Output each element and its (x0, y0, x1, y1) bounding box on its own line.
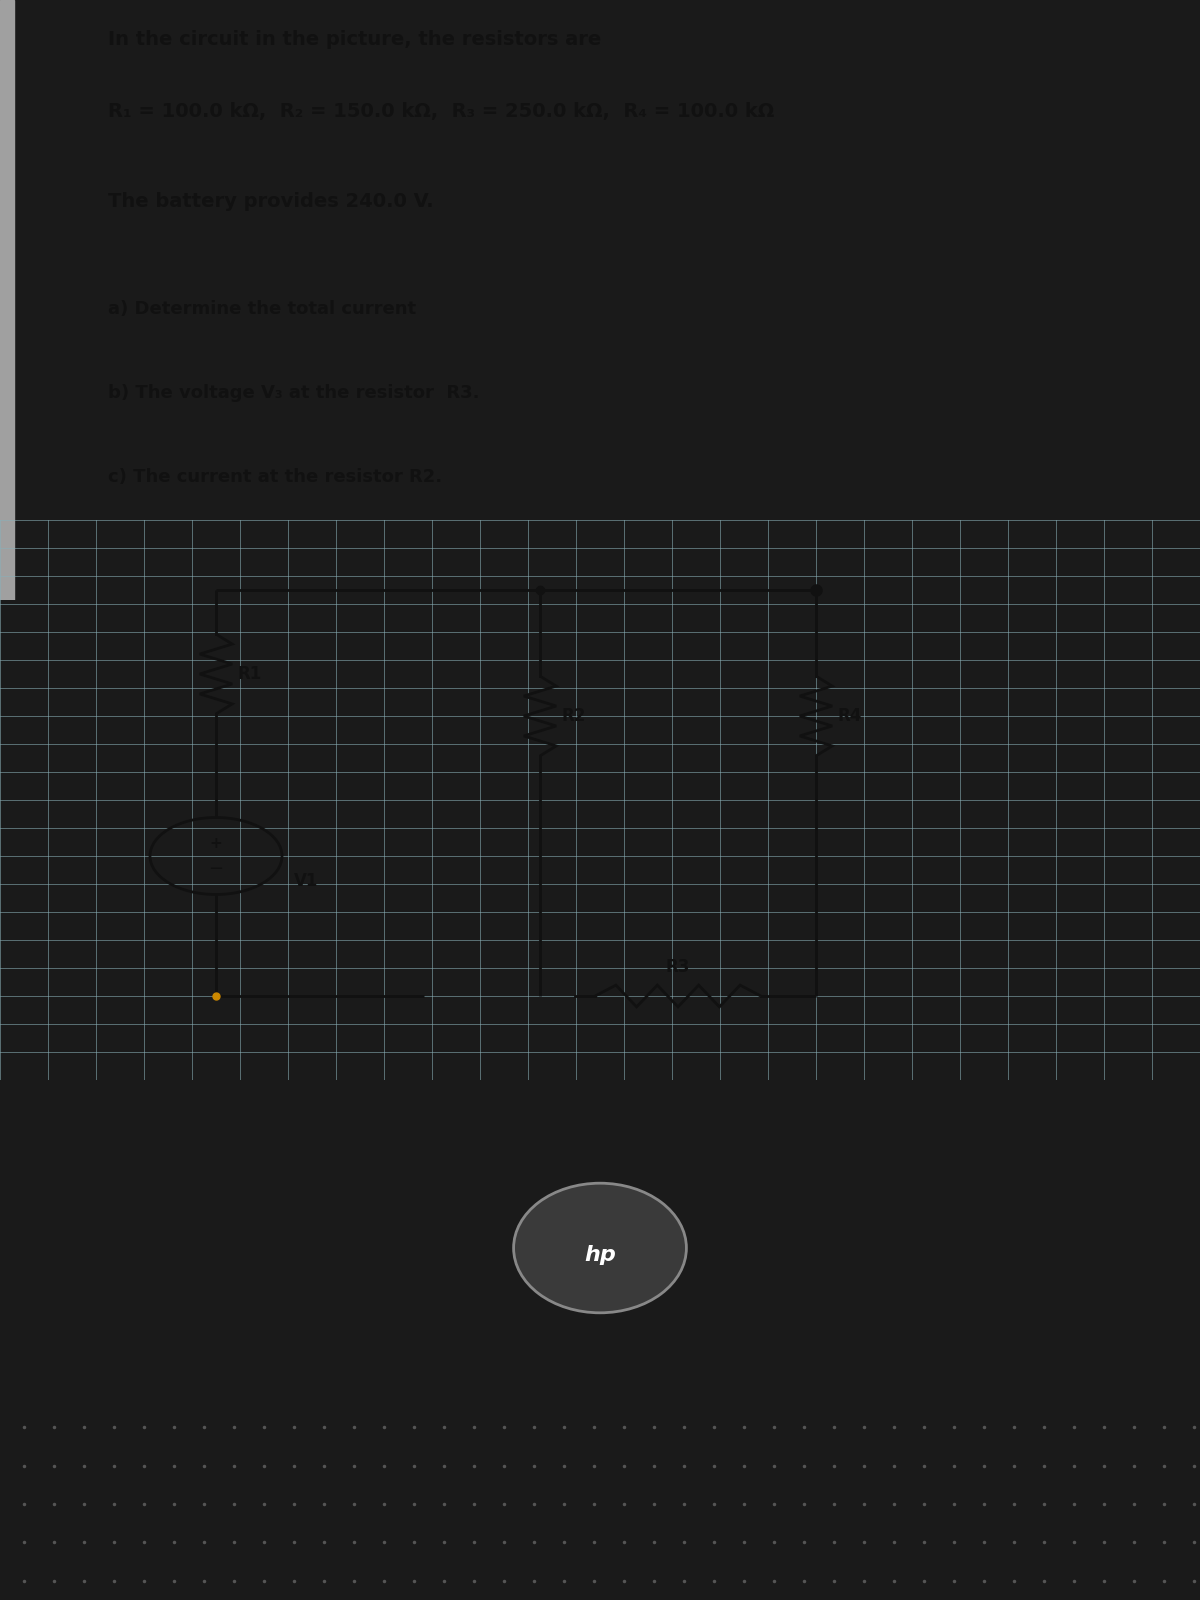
Text: R₁ = 100.0 kΩ,  R₂ = 150.0 kΩ,  R₃ = 250.0 kΩ,  R₄ = 100.0 kΩ: R₁ = 100.0 kΩ, R₂ = 150.0 kΩ, R₃ = 250.0… (108, 102, 774, 122)
Text: +: + (210, 835, 222, 851)
Text: a) Determine the total current: a) Determine the total current (108, 301, 416, 318)
Text: In the circuit in the picture, the resistors are: In the circuit in the picture, the resis… (108, 30, 601, 50)
Bar (0, 0, 14, 600)
Text: R2: R2 (562, 707, 586, 725)
Text: R3: R3 (666, 957, 690, 976)
Circle shape (514, 1184, 686, 1312)
Text: R4: R4 (838, 707, 862, 725)
Text: hp: hp (584, 1245, 616, 1266)
Text: −: − (209, 859, 223, 877)
Text: The battery provides 240.0 V.: The battery provides 240.0 V. (108, 192, 433, 211)
Text: V1: V1 (294, 872, 318, 890)
Text: b) The voltage V₃ at the resistor  R3.: b) The voltage V₃ at the resistor R3. (108, 384, 480, 402)
Text: R1: R1 (238, 666, 262, 683)
Text: c) The current at the resistor R2.: c) The current at the resistor R2. (108, 467, 442, 486)
